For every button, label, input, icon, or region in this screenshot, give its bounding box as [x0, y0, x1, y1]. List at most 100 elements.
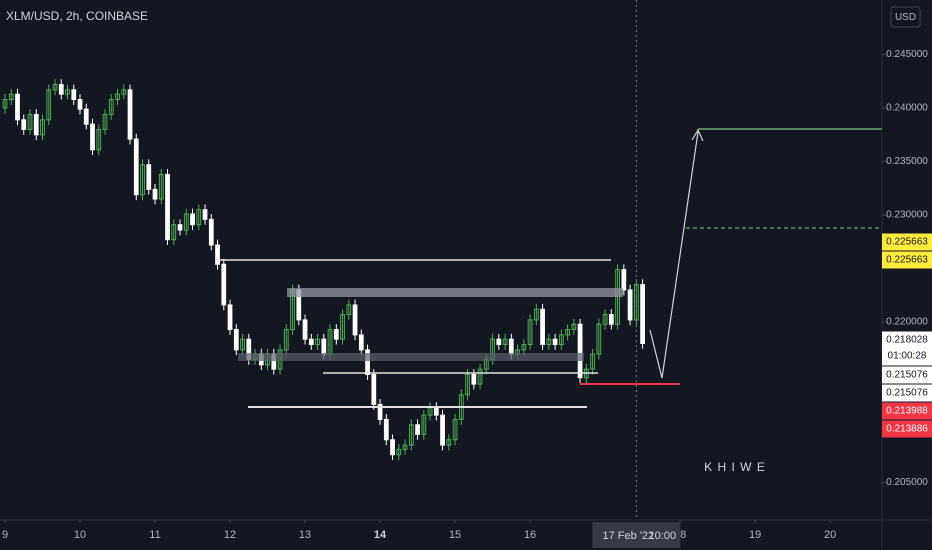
candle-body — [358, 334, 364, 351]
candle-body — [440, 414, 445, 446]
candle-body — [140, 164, 145, 196]
candle-body — [183, 213, 189, 231]
candle-body — [52, 84, 58, 91]
candle-body — [390, 439, 395, 456]
candle-body — [177, 224, 183, 231]
candle-body — [383, 418, 389, 441]
candle-body — [171, 224, 177, 241]
candle-body — [65, 89, 70, 95]
candle-body — [396, 448, 402, 456]
candle-body — [590, 353, 595, 370]
price-tag — [882, 384, 932, 402]
candle-body — [521, 344, 527, 351]
candle-body — [46, 89, 52, 121]
price-tag — [882, 402, 932, 420]
candle-body — [546, 338, 552, 346]
candle-body — [602, 314, 608, 325]
x-tick-label: 10 — [74, 529, 86, 541]
zone — [287, 288, 623, 297]
drawings — [215, 128, 882, 408]
candle-body — [365, 349, 370, 375]
candle-body — [121, 89, 127, 95]
candle-body — [621, 269, 627, 291]
candle-body — [190, 213, 195, 226]
price-tag-label: 0.215076 — [886, 370, 928, 381]
candle-body — [221, 263, 227, 306]
candle-body — [15, 93, 20, 121]
crosshair-time: 10:00 — [649, 530, 677, 542]
candle-body — [446, 439, 452, 446]
candle-body — [2, 99, 8, 109]
candle-body — [208, 218, 214, 246]
candle-body — [502, 338, 508, 346]
candle-body — [608, 314, 614, 325]
y-tick-label: 0.235000 — [886, 156, 928, 167]
annotation-text: K H I W E — [704, 460, 766, 474]
x-tick-label: 13 — [299, 529, 311, 541]
candle-body — [40, 119, 45, 136]
candle-body — [415, 424, 420, 435]
crosshair-box — [592, 522, 681, 548]
price-tag-label: 0.218028 — [886, 335, 928, 346]
candle-body — [433, 407, 439, 416]
y-tick-label: 0.205000 — [886, 477, 928, 488]
candle-body — [102, 113, 108, 130]
price-tag — [882, 233, 932, 251]
candle-body — [71, 89, 77, 101]
candle-body — [552, 338, 558, 346]
candle-body — [308, 338, 314, 346]
candle-body — [402, 444, 408, 450]
candle-body — [465, 373, 470, 396]
price-tag-label: 0.213886 — [886, 424, 928, 435]
candle-body — [233, 329, 239, 351]
candle-body — [340, 314, 345, 340]
candle-body — [133, 138, 139, 196]
crosshair-date: 17 Feb '22 — [603, 530, 655, 542]
y-tick-label: 0.220000 — [886, 317, 928, 328]
candle-body — [283, 329, 289, 351]
candle-body — [371, 373, 377, 405]
candle-body — [558, 334, 564, 346]
candle-body — [533, 308, 539, 321]
y-tick-label: 0.230000 — [886, 210, 928, 221]
candle-body — [215, 244, 220, 265]
candle-body — [115, 93, 120, 101]
countdown: 01:00:28 — [888, 351, 927, 362]
candle-body — [571, 323, 577, 331]
candle-body — [302, 319, 308, 340]
y-tick-label: 0.240000 — [886, 103, 928, 114]
x-tick-label: 19 — [749, 529, 761, 541]
candle-body — [227, 304, 233, 331]
x-tick-label: 20 — [824, 529, 836, 541]
candle-body — [152, 188, 158, 200]
projection-path — [649, 131, 699, 379]
price-tag-label: 0.225663 — [886, 255, 928, 266]
candle-body — [352, 304, 358, 336]
candle-body — [627, 289, 633, 321]
candle-body — [158, 173, 164, 200]
candle-body — [27, 113, 33, 130]
x-tick-label: 14 — [374, 529, 387, 541]
currency-button[interactable] — [890, 6, 921, 28]
candle-body — [508, 338, 514, 355]
candle-body — [90, 123, 95, 151]
y-tick-label: 0.245000 — [886, 49, 928, 60]
candle-body — [527, 319, 533, 346]
candle-body — [496, 338, 502, 346]
candle-body — [146, 164, 152, 190]
candle-body — [127, 89, 133, 140]
candle-body — [33, 113, 39, 136]
candle-body — [196, 209, 202, 226]
currency-label[interactable]: USD — [895, 12, 916, 23]
x-tick-label: 12 — [224, 529, 236, 541]
x-tick-label: 15 — [449, 529, 461, 541]
zone — [238, 353, 584, 361]
candle-body — [333, 329, 339, 340]
price-tag — [882, 420, 932, 438]
candle-body — [165, 173, 170, 241]
x-tick-label: 11 — [149, 529, 160, 541]
candle-body — [108, 99, 114, 115]
candle-body — [202, 209, 208, 220]
